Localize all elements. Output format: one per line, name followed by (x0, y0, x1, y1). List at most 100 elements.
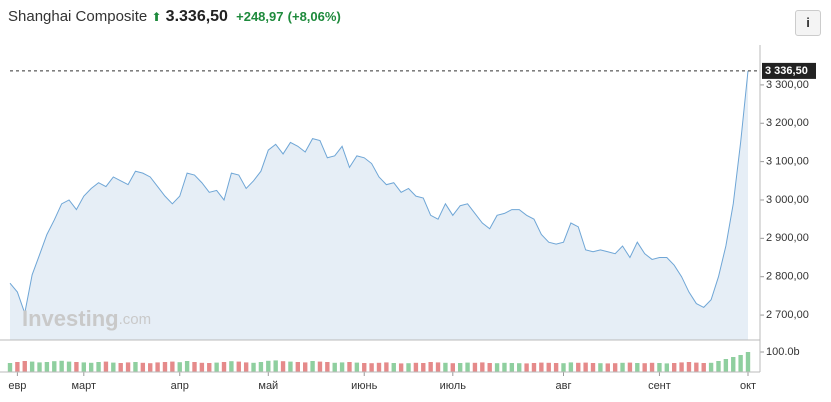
volume-bar (15, 362, 20, 372)
volume-bar (590, 363, 596, 372)
volume-bar (539, 362, 544, 372)
y-tick-label: 3 100,00 (766, 156, 809, 168)
volume-bar (642, 363, 647, 372)
last-value-label: 3 336,50 (765, 65, 808, 77)
volume-bar (679, 362, 684, 372)
watermark-suffix: .com (119, 311, 152, 328)
volume-bar (598, 363, 603, 372)
volume-bar (52, 361, 57, 372)
info-button[interactable]: i (795, 10, 821, 36)
volume-bar (273, 360, 278, 372)
volume-bar (192, 362, 197, 372)
volume-bar (354, 362, 360, 372)
volume-bar (88, 362, 94, 372)
x-tick-label: евр (8, 380, 26, 392)
volume-bar (81, 362, 86, 372)
volume-bar (133, 362, 138, 372)
volume-bar (480, 362, 485, 372)
index-name: Shanghai Composite (8, 8, 148, 25)
x-tick-label: апр (171, 380, 189, 392)
volume-bar (664, 363, 670, 372)
volume-bar (524, 363, 529, 372)
volume-bar (635, 363, 640, 372)
volume-bar (413, 362, 419, 372)
volume-bar (29, 361, 35, 372)
change-pct: (+8,06%) (287, 9, 341, 24)
volume-bar (406, 363, 411, 372)
volume-bar (657, 363, 662, 372)
volume-bar (317, 361, 323, 372)
volume-bar (568, 362, 574, 372)
volume-bar (184, 361, 190, 372)
x-tick-label: авг (556, 380, 572, 392)
price: 3.336,50 (165, 8, 228, 25)
x-tick-label: май (258, 380, 278, 392)
last-value-box (762, 62, 816, 79)
volume-bar (435, 362, 441, 372)
volume-bar (288, 361, 293, 372)
volume-bar (745, 352, 751, 372)
volume-bar (384, 362, 389, 372)
volume-bar (118, 363, 123, 372)
volume-bar (576, 362, 581, 372)
volume-bar (421, 363, 426, 372)
volume-bar (22, 361, 27, 372)
volume-bar (66, 361, 72, 372)
volume-bar (258, 362, 264, 372)
volume-bar (708, 362, 714, 372)
volume-bar (465, 362, 470, 372)
volume-bar (177, 362, 182, 372)
volume-bar (325, 362, 330, 372)
volume-bar (672, 363, 677, 372)
volume-bar (502, 362, 507, 372)
volume-bar (561, 363, 566, 372)
volume-bar (531, 363, 537, 372)
volume-bar (125, 362, 131, 372)
volume-bar (362, 363, 367, 372)
volume-bar (369, 363, 374, 372)
up-arrow: ⬆ (151, 10, 162, 24)
volume-bar (251, 362, 256, 372)
volume-bar (59, 360, 64, 372)
volume-bar (738, 355, 743, 372)
volume-bar (140, 362, 146, 372)
volume-bar (376, 362, 382, 372)
volume-bar (236, 361, 241, 372)
volume-bar (155, 362, 160, 372)
volume-bar (487, 363, 492, 372)
volume-bar (96, 362, 101, 372)
volume-bar (303, 362, 308, 372)
volume-bar (686, 362, 692, 372)
y-tick-label: 2 700,00 (766, 309, 809, 321)
volume-bar (731, 357, 736, 372)
volume-bar (723, 359, 729, 372)
y-tick-label: 3 300,00 (766, 79, 809, 91)
volume-bar (546, 362, 551, 372)
volume-bar (266, 360, 271, 372)
volume-bar (148, 363, 153, 372)
watermark: Investing.com (22, 306, 151, 331)
volume-bar (583, 362, 588, 372)
volume-bar (509, 363, 515, 372)
volume-bar (450, 363, 455, 372)
volume-bar (694, 362, 699, 372)
volume-bar (701, 363, 706, 372)
volume-bar (457, 363, 463, 372)
volume-tick-label: 100.0b (766, 346, 800, 358)
volume-bar (612, 363, 618, 372)
y-tick-label: 2 800,00 (766, 271, 809, 283)
volume-bar (74, 362, 79, 372)
volume-bar (295, 362, 301, 372)
volume-bar (347, 362, 352, 372)
volume-bar (280, 361, 286, 372)
volume-bar (332, 362, 337, 372)
x-tick-label: июль (440, 380, 467, 392)
volume-bar (517, 363, 522, 372)
volume-bar (339, 362, 345, 372)
y-tick-label: 3 200,00 (766, 117, 809, 129)
volume-bar (627, 362, 633, 372)
price-line (9, 70, 749, 316)
volume-bar (553, 363, 559, 372)
